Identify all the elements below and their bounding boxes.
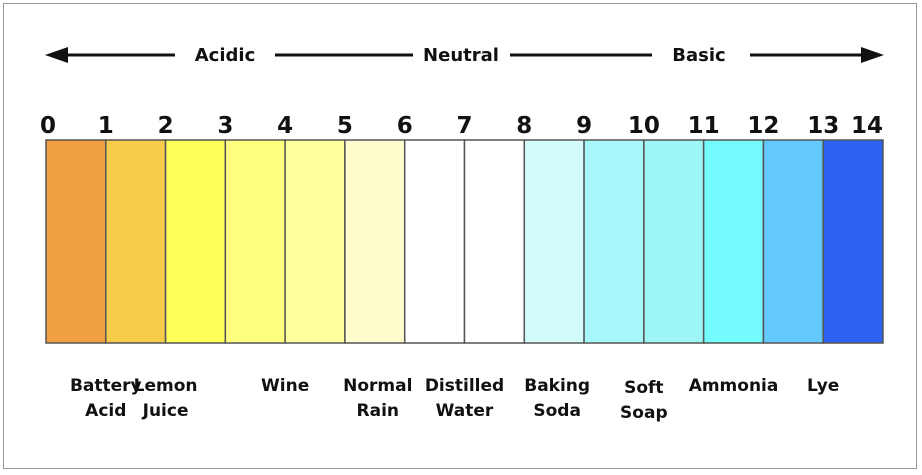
color-bar <box>45 139 884 344</box>
tick-label-14: 14 <box>851 113 883 139</box>
ph-segment-7-8 <box>463 139 526 344</box>
example-lye: Lye <box>778 374 868 399</box>
ph-segment-0-1 <box>45 139 107 344</box>
tick-label-0: 0 <box>40 113 56 139</box>
right-arrow-head <box>861 47 884 63</box>
example-baking-soda: Baking Soda <box>512 374 602 424</box>
example-lemon-juice-line-0: Lemon <box>133 376 198 396</box>
ph-segment-6-7 <box>403 139 466 344</box>
tick-label-12: 12 <box>747 113 779 139</box>
tick-label-8: 8 <box>516 113 532 139</box>
tick-label-1: 1 <box>98 113 114 139</box>
example-battery-acid-line-0: Battery <box>69 376 142 396</box>
ph-segment-13-14 <box>822 139 884 344</box>
example-soft-soap-line-0: Soft <box>624 378 664 398</box>
example-ammonia: Ammonia <box>689 374 779 399</box>
example-lemon-juice: Lemon Juice <box>121 374 211 424</box>
tick-label-9: 9 <box>576 113 592 139</box>
tick-label-10: 10 <box>628 113 660 139</box>
ph-segment-5-6 <box>344 139 406 344</box>
left-arrow-head <box>45 47 68 63</box>
tick-label-11: 11 <box>688 113 720 139</box>
ph-segment-2-3 <box>164 139 227 344</box>
ph-segment-3-4 <box>224 139 286 344</box>
example-battery-acid: Battery Acid <box>61 374 151 424</box>
ph-segment-11-12 <box>702 139 765 344</box>
example-normal-rain: Normal Rain <box>333 374 423 424</box>
tick-labels: 0 1 2 3 4 5 6 7 8 9 10 11 12 13 14 <box>40 113 883 139</box>
example-baking-soda-line-1: Soda <box>533 401 581 421</box>
ph-segment-4-5 <box>284 139 346 344</box>
acidic-label: Acidic <box>195 45 256 66</box>
example-wine-line-0: Wine <box>261 376 310 396</box>
ph-segment-1-2 <box>105 139 167 344</box>
example-normal-rain-line-1: Rain <box>356 401 400 421</box>
example-distilled-water: Distilled Water <box>420 374 510 424</box>
ph-segment-12-13 <box>762 139 824 344</box>
example-distilled-water-line-0: Distilled <box>424 376 505 396</box>
tick-label-7: 7 <box>456 113 472 139</box>
ph-segment-10-11 <box>643 139 705 344</box>
example-lemon-juice-line-1: Juice <box>142 401 189 421</box>
tick-label-3: 3 <box>217 113 233 139</box>
example-lye-line-0: Lye <box>807 376 840 396</box>
header-row: Acidic Neutral Basic <box>45 45 884 66</box>
example-soft-soap-line-1: Soap <box>620 403 668 423</box>
diagram-frame <box>3 3 917 469</box>
tick-label-2: 2 <box>158 113 174 139</box>
tick-label-4: 4 <box>277 113 293 139</box>
example-distilled-water-line-1: Water <box>435 401 494 421</box>
ph-segment-8-9 <box>523 139 585 344</box>
tick-label-5: 5 <box>337 113 353 139</box>
ph-segment-9-10 <box>583 139 645 344</box>
neutral-label: Neutral <box>423 45 499 66</box>
tick-label-6: 6 <box>397 113 413 139</box>
example-soft-soap: Soft Soap <box>599 376 689 426</box>
example-baking-soda-line-0: Baking <box>524 376 591 396</box>
example-ammonia-line-0: Ammonia <box>688 376 779 396</box>
example-normal-rain-line-0: Normal <box>343 376 413 396</box>
tick-label-13: 13 <box>807 113 839 139</box>
example-wine: Wine <box>240 374 330 399</box>
example-battery-acid-line-1: Acid <box>85 401 127 421</box>
basic-label: Basic <box>672 45 725 66</box>
